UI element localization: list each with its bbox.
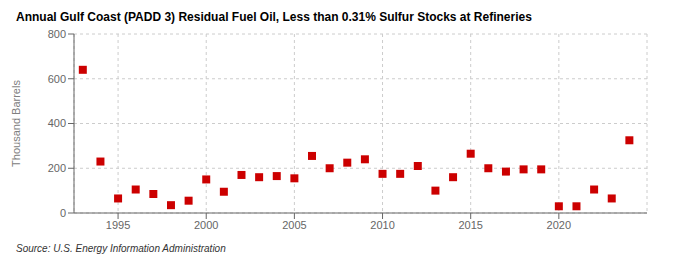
svg-text:800: 800 [48,28,66,40]
html-text:Source: U.S. Energy Informatio: Source: U.S. Energy Information Administ… [16,243,226,254]
svg-text:2010: 2010 [370,219,394,231]
svg-text:2015: 2015 [458,219,482,231]
svg-text:2020: 2020 [547,219,571,231]
svg-text:200: 200 [48,162,66,174]
svg-text:400: 400 [48,117,66,129]
svg-text:2005: 2005 [282,219,306,231]
svg-text:600: 600 [48,73,66,85]
svg-text:0: 0 [60,207,66,219]
svg-text:2000: 2000 [194,219,218,231]
svg-text:1995: 1995 [106,219,130,231]
html-text:Annual Gulf Coast (PADD 3) Res: Annual Gulf Coast (PADD 3) Residual Fuel… [16,10,532,24]
svg-text:Thousand Barrels: Thousand Barrels [10,80,22,167]
